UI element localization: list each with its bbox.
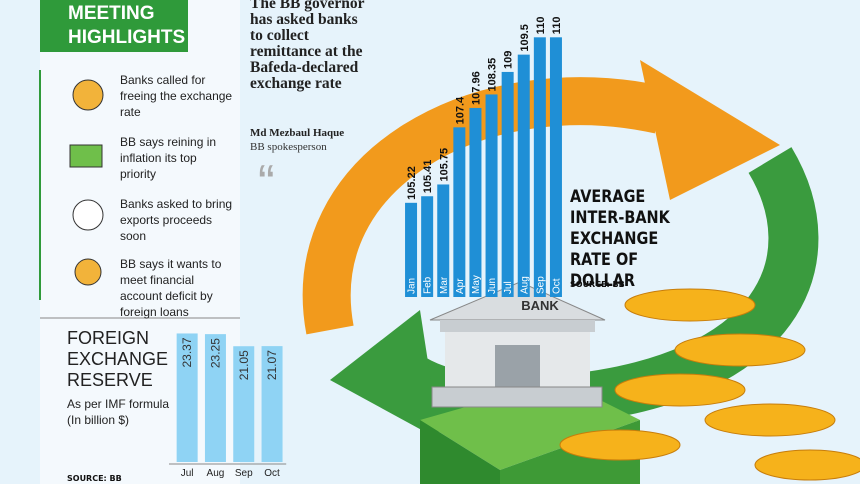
value-label: 110: [535, 17, 547, 35]
x-tick-label: Sep: [235, 468, 253, 479]
highlights-title: MEETING HIGHLIGHTS: [40, 0, 188, 52]
x-tick-label: Aug: [519, 276, 530, 294]
x-tick-label: Feb: [423, 276, 434, 294]
bar: [533, 37, 546, 297]
value-label: 105.22: [406, 166, 418, 200]
bar: [501, 71, 514, 297]
bar: [469, 107, 482, 297]
value-label: 105.41: [422, 160, 434, 194]
value-label: 107.96: [470, 71, 482, 105]
value-label: 21.07: [265, 350, 279, 380]
quote-role: BB spokesperson: [250, 141, 327, 153]
x-tick-label: Jul: [181, 468, 194, 479]
x-tick-label: Sep: [535, 276, 546, 294]
bank: [429, 281, 606, 408]
green-arrowhead: [330, 310, 440, 440]
chart-source: SOURCE: BB: [570, 280, 625, 289]
value-label: 108.35: [487, 58, 499, 92]
bar: [549, 37, 562, 297]
bar: [405, 202, 418, 297]
highlight-item: BB says reining in inflation its top pri…: [120, 135, 217, 181]
value-label: 107.4: [454, 96, 466, 124]
value-label: 110: [551, 17, 563, 35]
x-tick-label: Mar: [439, 276, 450, 294]
value-label: 23.25: [208, 338, 222, 368]
chart-title: FOREIGN EXCHANGE RESERVE: [67, 328, 169, 390]
bar: [261, 346, 283, 462]
bank-sign: BANK: [521, 298, 559, 313]
highlight-item: Banks asked to bring exports proceeds so…: [120, 197, 233, 243]
value-label: 109.5: [519, 24, 531, 52]
value-label: 109: [503, 51, 515, 69]
bar: [517, 54, 530, 297]
quote-text: The BB governor has asked banks to colle…: [250, 0, 365, 92]
highlight-item: Banks called for freeing the exchange ra…: [120, 73, 233, 119]
x-tick-label: May: [471, 275, 482, 294]
x-tick-label: Oct: [551, 278, 562, 294]
bar: [421, 196, 434, 297]
x-tick-label: Oct: [264, 468, 280, 479]
chart-subtitle: As per IMF formula (In billion $): [67, 397, 170, 427]
icons: [69, 79, 104, 286]
value-label: 23.37: [180, 337, 194, 367]
bar: [176, 333, 198, 462]
bar: [233, 346, 255, 462]
x-tick-label: Aug: [207, 468, 225, 479]
coins: [559, 288, 860, 481]
chart-title: AVERAGE INTER-BANK EXCHANGE RATE OF DOLL…: [570, 187, 670, 291]
quote-name: Md Mezbaul Haque: [250, 127, 345, 139]
orange-swirl: [302, 77, 666, 335]
value-label: 21.05: [237, 350, 251, 380]
x-tick-label: Jun: [487, 278, 498, 294]
chart-source: SOURCE: BB: [67, 474, 122, 483]
x-tick-label: Jul: [503, 281, 514, 294]
bar: [485, 94, 498, 297]
bar: [453, 127, 466, 298]
title-line: HIGHLIGHTS: [68, 27, 186, 48]
x-tick-label: Jan: [407, 278, 418, 294]
bar: [204, 334, 226, 462]
orange-arrowhead: [640, 60, 780, 200]
highlight-item: BB says it wants to meet financial accou…: [120, 257, 222, 319]
bar: [437, 184, 450, 297]
quote-mark: “: [258, 155, 275, 211]
value-label: 105.75: [438, 148, 450, 182]
title-line: MEETING: [68, 3, 155, 24]
x-tick-label: Apr: [455, 278, 466, 294]
